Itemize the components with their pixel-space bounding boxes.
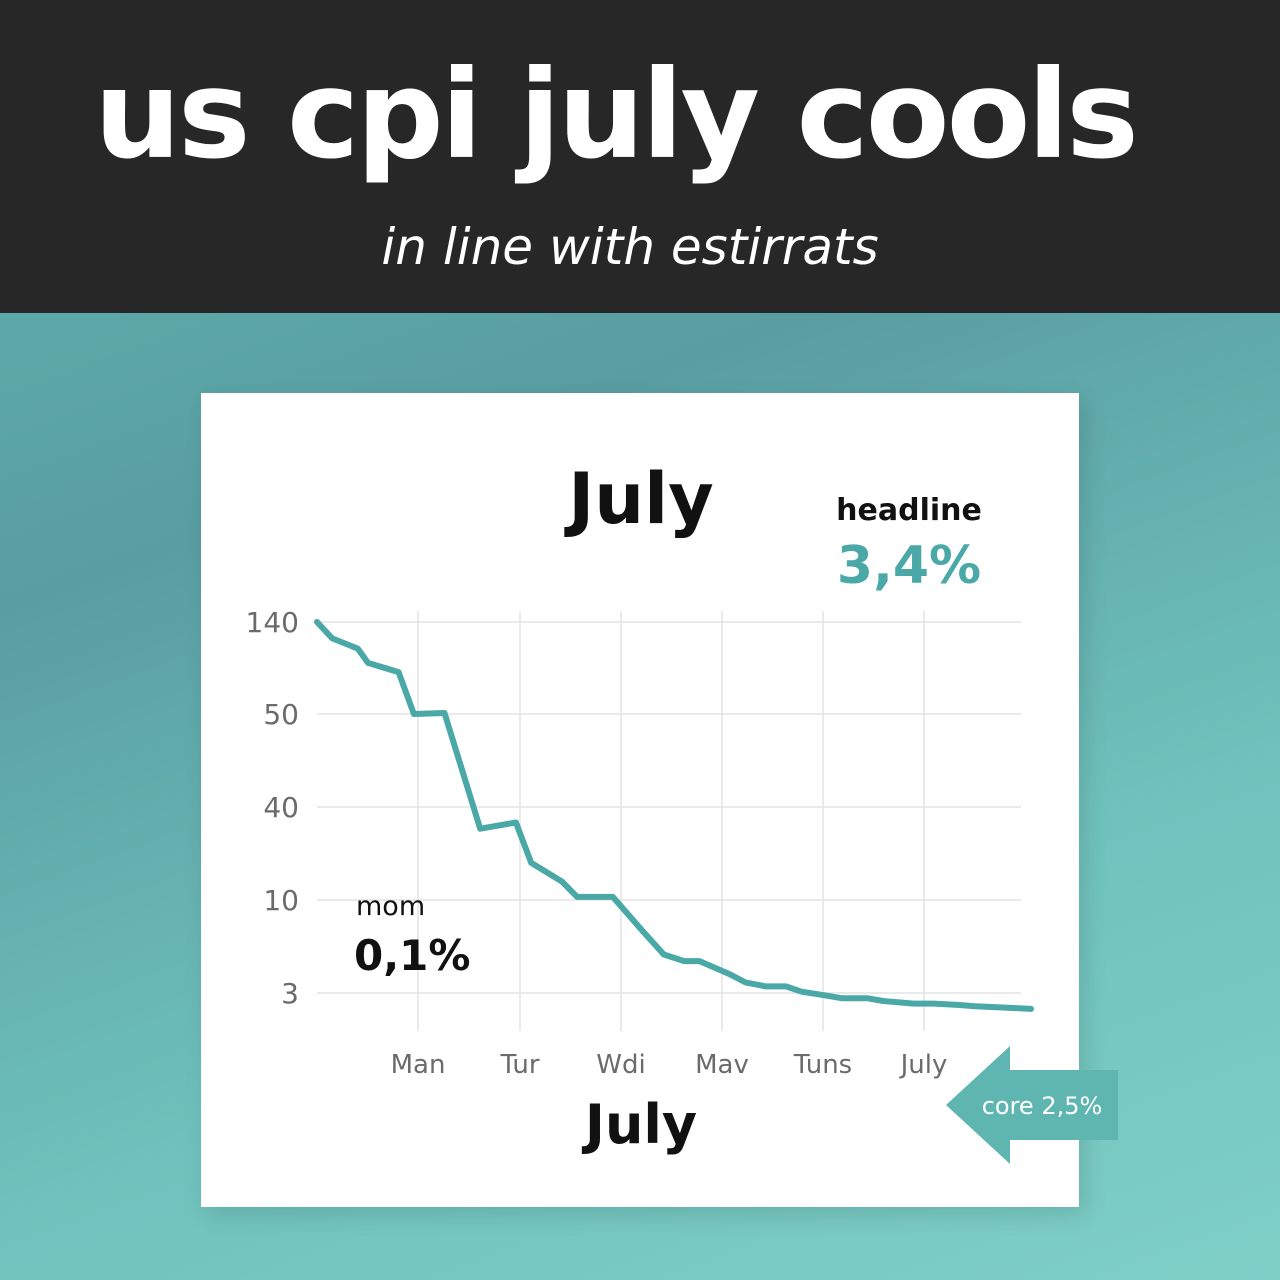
core-annotation: core 2,5% <box>981 1092 1103 1120</box>
chart-card: 140 50 40 10 3 Man Tur Wdi Mav Tuns July July July he… <box>201 393 1079 1207</box>
x-tick-label: Mav <box>695 1050 749 1080</box>
x-tick-label: Wdi <box>596 1050 645 1080</box>
x-axis-label: July <box>581 1093 697 1156</box>
mom-label: mom <box>356 891 425 922</box>
y-tick-label: 50 <box>263 698 299 731</box>
headline-title: us cpi july cools <box>94 44 1139 186</box>
mom-value: 0,1% <box>354 931 470 980</box>
y-tick-label: 40 <box>263 791 299 824</box>
cpi-line-chart: 140 50 40 10 3 Man Tur Wdi Mav Tuns July July July he… <box>246 458 1034 1156</box>
headline-label: headline <box>836 493 982 528</box>
x-tick-label: July <box>899 1050 948 1080</box>
headline-value: 3,4% <box>837 536 981 596</box>
y-tick-label: 10 <box>263 884 299 917</box>
y-tick-label: 140 <box>246 606 299 639</box>
y-tick-label: 3 <box>281 977 299 1010</box>
chart-title: July <box>564 458 714 540</box>
x-tick-label: Tur <box>499 1050 539 1080</box>
headline-subtitle: in line with estirrats <box>381 218 879 276</box>
x-tick-label: Tuns <box>793 1050 852 1080</box>
series-line <box>314 619 1034 1012</box>
header-banner: us cpi july cools in line with estirrats <box>0 0 1280 313</box>
x-tick-label: Man <box>391 1050 446 1080</box>
core-arrow-icon <box>946 1046 1118 1164</box>
